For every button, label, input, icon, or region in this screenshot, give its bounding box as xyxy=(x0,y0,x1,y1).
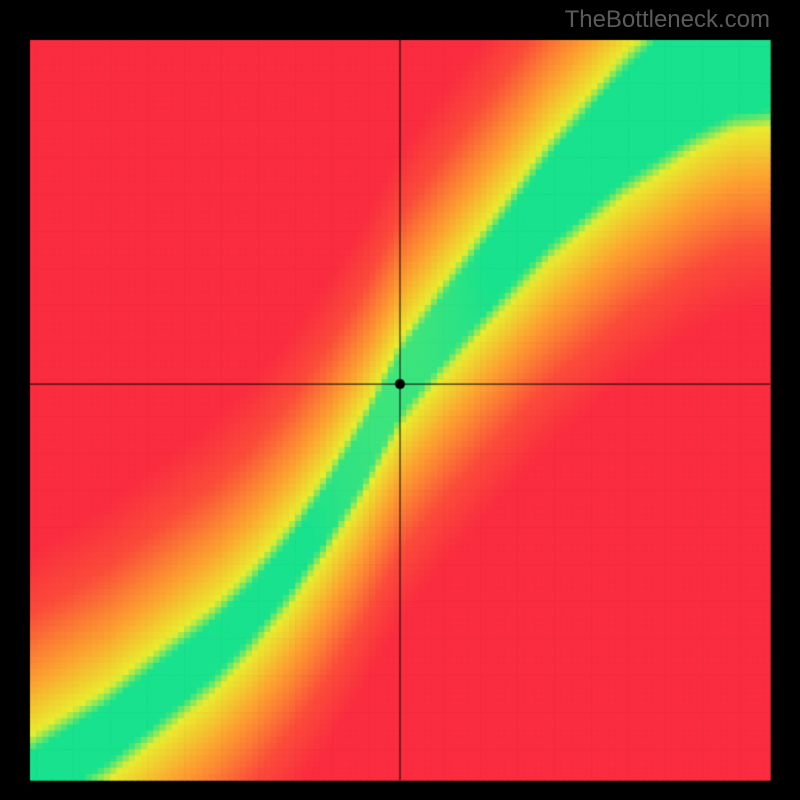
watermark-text: TheBottleneck.com xyxy=(565,6,770,34)
bottleneck-heatmap xyxy=(0,0,800,800)
